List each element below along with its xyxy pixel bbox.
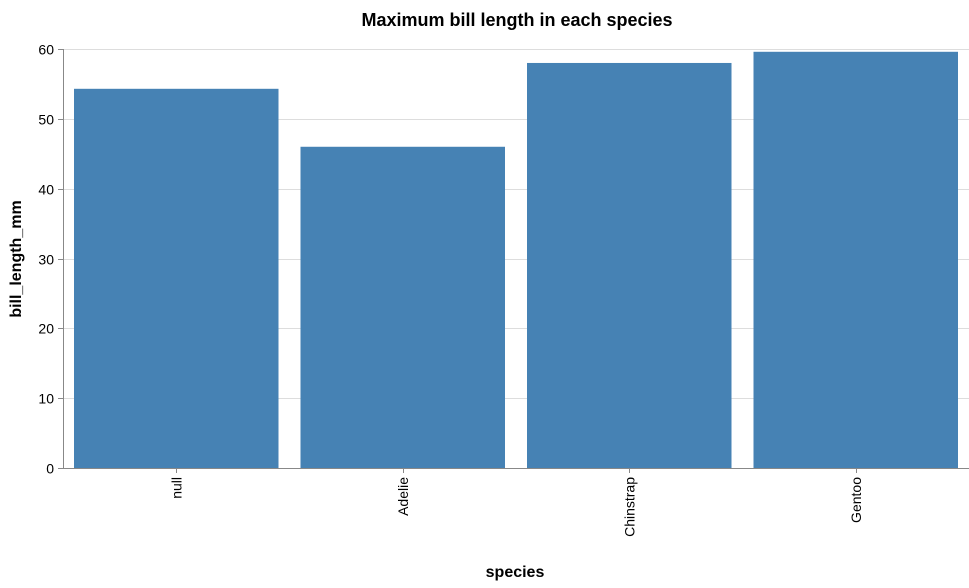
- bar-adelie: [300, 146, 505, 468]
- x-axis-ticks: null Adelie Chinstrap Gentoo: [168, 468, 864, 537]
- y-tick-label: 40: [38, 182, 54, 198]
- x-tick-label: null: [168, 477, 184, 499]
- y-tick-label: 10: [38, 391, 54, 407]
- x-tick-label: Adelie: [395, 477, 411, 516]
- y-tick-label: 30: [38, 252, 54, 268]
- y-axis-title: bill_length_mm: [8, 200, 25, 317]
- x-axis-title: species: [486, 564, 545, 581]
- y-tick-label: 60: [38, 42, 54, 58]
- chart-title: Maximum bill length in each species: [361, 10, 672, 30]
- bar-gentoo: [753, 51, 958, 468]
- axes: [63, 49, 969, 469]
- y-tick-label: 20: [38, 321, 54, 337]
- bar-chinstrap: [527, 62, 732, 468]
- y-axis-ticks: 0 10 20 30 40 50 60: [38, 42, 63, 477]
- x-tick-label: Gentoo: [848, 477, 864, 523]
- y-tick-label: 0: [46, 461, 54, 477]
- bars: [74, 51, 958, 469]
- x-tick-label: Chinstrap: [621, 477, 637, 537]
- y-tick-label: 50: [38, 112, 54, 128]
- bar-null: [74, 88, 279, 469]
